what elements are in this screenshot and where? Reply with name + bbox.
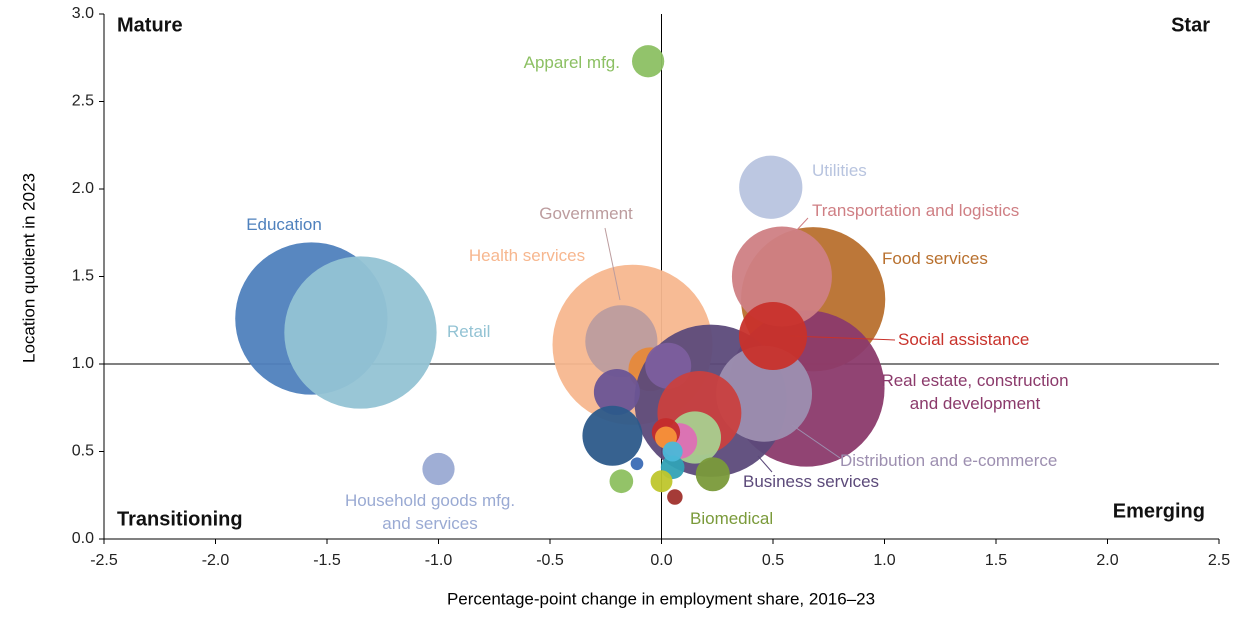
- x-tick-label: 2.5: [1208, 552, 1230, 569]
- x-tick-label: 1.0: [873, 552, 895, 569]
- quadrant-label: Transitioning: [117, 508, 243, 530]
- x-tick-label: 0.0: [650, 552, 672, 569]
- bubble: [284, 256, 437, 409]
- label-line: and development: [910, 394, 1041, 413]
- quadrant-label: Mature: [117, 14, 183, 36]
- label-line: and services: [382, 514, 477, 533]
- y-tick-label: 0.0: [72, 530, 94, 547]
- bubble: [650, 470, 673, 493]
- point-label: Social assistance: [898, 330, 1029, 349]
- quadrant-label: Star: [1171, 14, 1210, 36]
- y-tick-label: 0.5: [72, 443, 94, 460]
- x-axis-title: Percentage-point change in employment sh…: [447, 589, 875, 608]
- bubble: [630, 457, 644, 471]
- label-line: Biomedical: [690, 509, 773, 528]
- label-line: Household goods mfg.: [345, 491, 515, 510]
- point-label: Food services: [882, 249, 988, 268]
- point-label: Apparel mfg.: [524, 53, 620, 72]
- y-tick-label: 1.0: [72, 355, 94, 372]
- label-line: Health services: [469, 246, 585, 265]
- x-tick-label: 1.5: [985, 552, 1007, 569]
- point-label: Real estate, construction and development: [881, 371, 1068, 413]
- leader-line: [791, 424, 841, 459]
- bubble: [609, 469, 634, 494]
- x-tick-label: -1.5: [313, 552, 341, 569]
- label-line: Education: [246, 215, 322, 234]
- point-label: Government: [539, 204, 633, 223]
- point-label: Retail: [447, 322, 490, 341]
- label-line: Government: [539, 204, 633, 223]
- point-label: Transportation and logistics: [812, 201, 1019, 220]
- label-line: Distribution and e-commerce: [840, 451, 1057, 470]
- y-tick-label: 2.5: [72, 93, 94, 110]
- x-tick-label: 2.0: [1096, 552, 1118, 569]
- y-axis-title: Location quotient in 2023: [19, 173, 38, 363]
- point-label: Business services: [743, 472, 879, 491]
- point-label: Household goods mfg. and services: [345, 491, 515, 533]
- point-label: Distribution and e-commerce: [840, 451, 1057, 470]
- bubble: [422, 452, 455, 486]
- bubble: [738, 301, 808, 371]
- x-tick-label: -1.0: [425, 552, 453, 569]
- point-label: Education: [246, 215, 322, 234]
- y-tick-label: 1.5: [72, 268, 94, 285]
- x-tick-label: -0.5: [536, 552, 564, 569]
- x-tick-label: 0.5: [762, 552, 784, 569]
- point-label: Biomedical: [690, 509, 773, 528]
- quadrant-label: Emerging: [1113, 500, 1205, 522]
- label-line: Transportation and logistics: [812, 201, 1019, 220]
- y-tick-label: 2.0: [72, 180, 94, 197]
- label-line: Business services: [743, 472, 879, 491]
- bubble: [695, 457, 730, 492]
- point-label: Utilities: [812, 161, 867, 180]
- label-line: Real estate, construction: [881, 371, 1068, 390]
- point-label: Health services: [469, 246, 585, 265]
- label-line: Retail: [447, 322, 490, 341]
- bubble: [662, 441, 683, 462]
- bubble: [667, 489, 683, 505]
- y-tick-label: 3.0: [72, 5, 94, 22]
- x-tick-label: -2.5: [90, 552, 118, 569]
- label-line: Social assistance: [898, 330, 1029, 349]
- bubble: [739, 155, 803, 219]
- leader-line: [757, 455, 773, 473]
- label-line: Apparel mfg.: [524, 53, 620, 72]
- leader-line: [794, 217, 809, 233]
- label-line: Food services: [882, 249, 988, 268]
- bubble: [731, 226, 832, 327]
- x-tick-label: -2.0: [202, 552, 230, 569]
- bubble: [593, 368, 640, 416]
- leader-line: [789, 335, 896, 341]
- leader-line: [604, 227, 621, 301]
- bubble: [631, 45, 665, 78]
- label-line: Utilities: [812, 161, 867, 180]
- bubble: [582, 405, 643, 466]
